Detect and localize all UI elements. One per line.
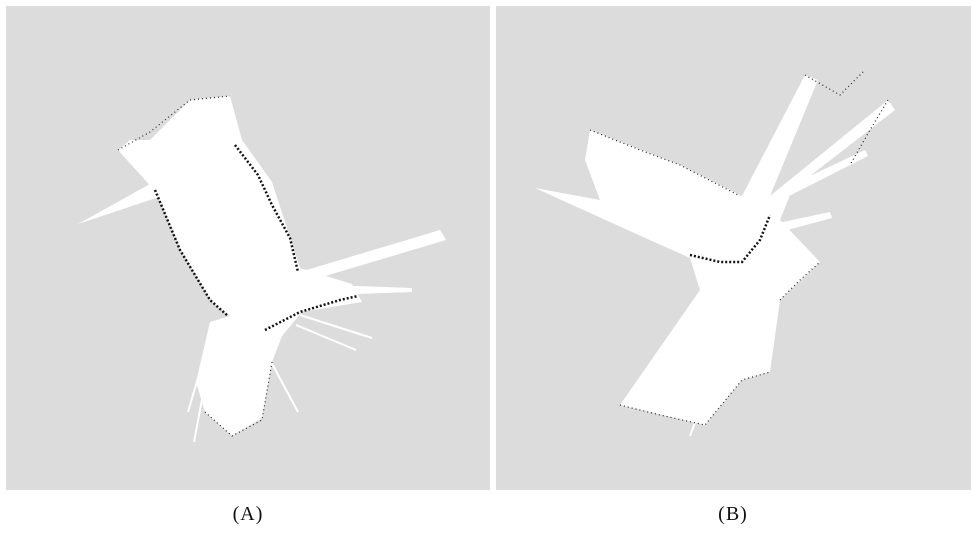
panel-a <box>6 6 490 490</box>
panel-b <box>496 6 971 490</box>
page: (A) (B) <box>0 0 971 533</box>
caption: (B) <box>718 503 748 525</box>
caption: (A) <box>233 503 264 525</box>
figure: (A) (B) <box>0 0 971 533</box>
